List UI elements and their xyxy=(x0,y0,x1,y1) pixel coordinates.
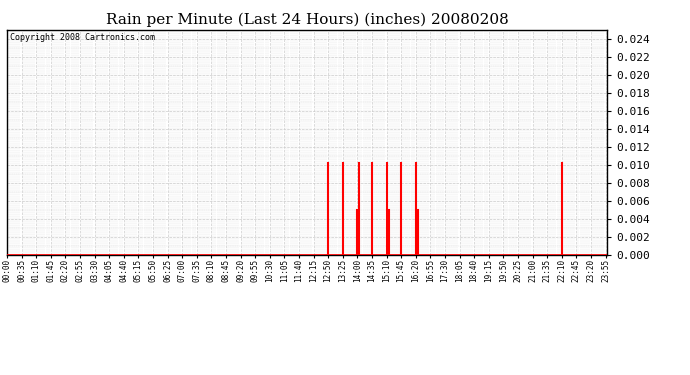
Title: Rain per Minute (Last 24 Hours) (inches) 20080208: Rain per Minute (Last 24 Hours) (inches)… xyxy=(106,13,509,27)
Text: Copyright 2008 Cartronics.com: Copyright 2008 Cartronics.com xyxy=(10,33,155,42)
